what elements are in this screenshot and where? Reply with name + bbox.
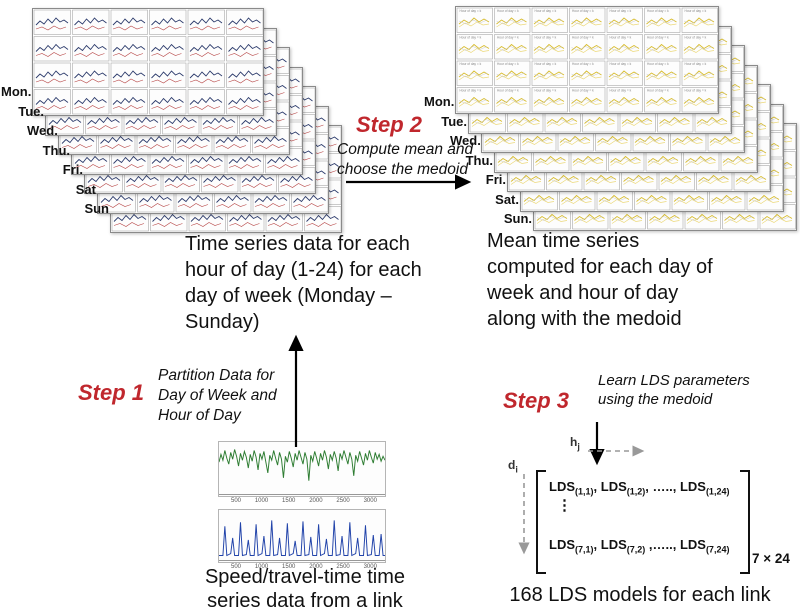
x-tick: 2500 xyxy=(336,498,350,504)
x-tick: 1000 xyxy=(254,564,269,570)
step3-description: Learn LDS parameters using the medoid xyxy=(598,372,750,409)
x-tick: 1500 xyxy=(282,498,296,504)
lds-entry: LDS xyxy=(549,537,575,552)
travel-time-series-plot xyxy=(218,509,386,563)
speed-series-line xyxy=(219,449,385,481)
lds-models-caption: 168 LDS models for each link xyxy=(509,584,771,606)
matrix-left-bracket xyxy=(536,470,546,574)
lds-entry-sub: (7,2) xyxy=(626,544,646,555)
step3-title: Step 3 xyxy=(503,388,570,413)
step1-description: Partition Data for Day of Week and Hour … xyxy=(158,367,277,424)
lds-entry: LDS xyxy=(549,479,575,494)
x-tick: 3000 xyxy=(363,564,377,570)
right-day-label-fri: Fri. xyxy=(485,172,506,187)
lds-entry-sub: (1,24) xyxy=(705,486,730,497)
x-tick: 2000 xyxy=(309,498,323,504)
left-stack-sheet xyxy=(32,8,264,116)
matrix-vertical-dots: ⋮ xyxy=(557,497,572,514)
right-day-label-sun: Sun. xyxy=(503,211,532,226)
right-day-label-sat: Sat. xyxy=(495,192,519,207)
left-day-label-wed: Wed. xyxy=(27,123,58,138)
left-day-label-fri: Fri. xyxy=(62,162,83,177)
matrix-dimension-label: 7 × 24 xyxy=(752,551,790,566)
lds-entry-sub: (7,24) xyxy=(705,544,730,555)
travel-time-x-ticks: 500 1000 1500 2000 2500 3000 xyxy=(213,563,391,571)
lds-entry: LDS xyxy=(679,537,706,552)
left-day-label-tue: Tue. xyxy=(18,104,44,119)
right-day-label-wed: Wed. xyxy=(450,133,481,148)
right-stack-sheet xyxy=(455,6,719,114)
speed-x-ticks: 500 1000 1500 2000 2500 3000 xyxy=(213,497,391,505)
lds-entry: LDS xyxy=(679,479,706,494)
source-time-series-panel: 500 1000 1500 2000 2500 3000 500 1000 1500 2000 2… xyxy=(213,437,391,570)
lds-entry: LDS xyxy=(600,479,627,494)
right-day-label-thu: Thu. xyxy=(465,153,493,168)
left-day-label-mon: Mon. xyxy=(1,84,32,99)
left-stack-caption: Time series data for each hour of day (1… xyxy=(185,233,422,333)
h-index-sub: j xyxy=(577,441,580,452)
left-day-label-thu: Thu. xyxy=(42,143,70,158)
matrix-right-bracket xyxy=(740,470,750,574)
speed-series-plot xyxy=(218,441,386,497)
lds-row-2: LDS(7,1), LDS(7,2) ,….., LDS(7,24) xyxy=(549,537,739,555)
right-day-label-mon: Mon. xyxy=(424,94,455,109)
lds-entry: LDS xyxy=(600,537,627,552)
lds-sep: ,….., xyxy=(645,537,680,552)
source-plot-caption: Speed/travel-time time series data from … xyxy=(204,566,406,613)
d-index-base: d xyxy=(508,458,516,472)
h-index-base: h xyxy=(570,435,578,449)
x-tick: 3000 xyxy=(363,498,377,504)
x-tick: 2500 xyxy=(336,564,350,570)
h-index-label: hj xyxy=(570,435,580,451)
travel-time-series-line xyxy=(219,520,385,557)
right-stack-caption: Mean time series computed for each day o… xyxy=(487,230,713,330)
step2-title: Step 2 xyxy=(356,112,423,137)
lds-entry-sub: (7,1) xyxy=(575,544,594,555)
x-tick: 500 xyxy=(231,564,242,570)
right-day-label-tue: Tue. xyxy=(441,114,467,129)
x-tick: 1500 xyxy=(282,564,296,570)
lds-sep: , ….., xyxy=(645,479,680,494)
d-index-label: di xyxy=(508,458,518,474)
lds-sep: , xyxy=(593,537,601,552)
lds-sep: , xyxy=(593,479,601,494)
left-day-label-sun: Sun xyxy=(84,201,109,216)
x-tick: 500 xyxy=(231,498,242,504)
lds-entry-sub: (1,1) xyxy=(575,486,594,497)
lds-row-1: LDS(1,1), LDS(1,2), ….., LDS(1,24) xyxy=(549,479,739,497)
step1-title: Step 1 xyxy=(78,380,145,405)
step2-description: Compute mean and choose the medoid xyxy=(337,141,474,178)
x-tick: 1000 xyxy=(254,498,269,504)
d-index-sub: i xyxy=(515,464,518,475)
lds-entry-sub: (1,2) xyxy=(626,486,646,497)
x-tick: 2000 xyxy=(309,564,323,570)
left-day-label-sat: Sat xyxy=(75,182,96,197)
